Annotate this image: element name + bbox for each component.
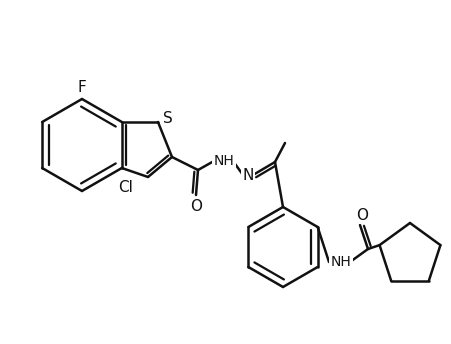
Text: NH: NH <box>330 255 350 269</box>
Text: N: N <box>242 168 253 183</box>
Text: Cl: Cl <box>118 180 133 194</box>
Text: O: O <box>189 198 202 214</box>
Text: O: O <box>355 207 367 223</box>
Text: F: F <box>78 79 86 95</box>
Text: NH: NH <box>213 154 234 168</box>
Text: S: S <box>163 110 172 126</box>
